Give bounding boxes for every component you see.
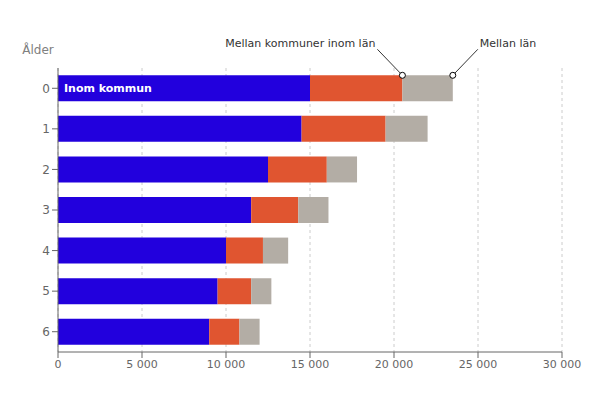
svg-text:Ålder: Ålder bbox=[22, 42, 54, 57]
svg-text:5 000: 5 000 bbox=[126, 358, 158, 371]
svg-text:20 000: 20 000 bbox=[375, 358, 414, 371]
svg-text:3: 3 bbox=[42, 203, 50, 217]
svg-text:5: 5 bbox=[42, 284, 50, 298]
svg-text:15 000: 15 000 bbox=[291, 358, 330, 371]
svg-text:Mellan kommuner inom län: Mellan kommuner inom län bbox=[225, 37, 375, 50]
svg-text:2: 2 bbox=[42, 163, 50, 177]
svg-text:0: 0 bbox=[55, 358, 62, 371]
svg-text:25 000: 25 000 bbox=[459, 358, 498, 371]
svg-text:Mellan län: Mellan län bbox=[480, 37, 536, 50]
svg-text:1: 1 bbox=[42, 122, 50, 136]
svg-text:0: 0 bbox=[42, 82, 50, 96]
svg-text:4: 4 bbox=[42, 244, 50, 258]
svg-text:6: 6 bbox=[42, 325, 50, 339]
svg-text:30 000: 30 000 bbox=[543, 358, 582, 371]
svg-text:Inom kommun: Inom kommun bbox=[64, 82, 152, 95]
svg-text:10 000: 10 000 bbox=[207, 358, 246, 371]
